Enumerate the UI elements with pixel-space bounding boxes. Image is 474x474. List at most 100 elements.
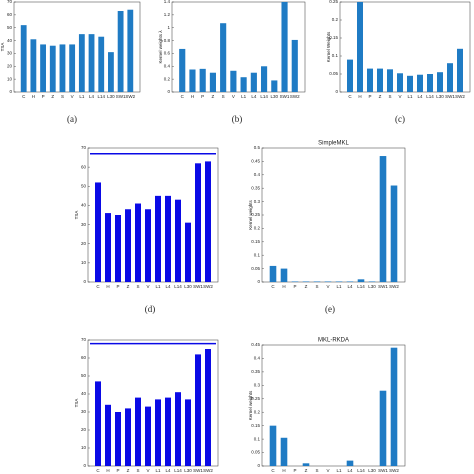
- bar: [291, 281, 299, 282]
- bar: [175, 199, 181, 282]
- x-tick-label: P: [116, 468, 119, 473]
- y-tick-label: 50: [81, 183, 87, 188]
- x-tick-label: L1: [241, 94, 247, 99]
- bar: [95, 381, 101, 466]
- x-tick-label: SW1: [116, 94, 126, 99]
- y-tick-label: 0.25: [251, 212, 260, 217]
- bar: [88, 34, 95, 92]
- x-tick-label: L14: [174, 284, 182, 289]
- bar: [30, 39, 37, 92]
- bar: [271, 80, 278, 92]
- plot-area: [87, 147, 219, 283]
- x-tick-label: Z: [305, 284, 308, 289]
- plot-area: [171, 1, 306, 93]
- bar: [281, 2, 288, 92]
- x-tick-label: V: [232, 94, 235, 99]
- y-tick-label: 0: [83, 279, 86, 284]
- y-tick-label: 0.2: [164, 76, 171, 81]
- y-tick-label: 60: [81, 355, 87, 360]
- x-tick-label: SW1: [378, 284, 388, 289]
- bar: [390, 347, 398, 466]
- x-tick-label: L30: [271, 94, 279, 99]
- bar: [269, 265, 277, 282]
- y-tick-label: 1.4: [164, 0, 171, 4]
- x-tick-label: P: [293, 284, 296, 289]
- x-tick-label: P: [368, 94, 371, 99]
- bar: [117, 11, 124, 92]
- x-tick-label: Z: [127, 284, 130, 289]
- y-tick-label: 1.2: [164, 12, 171, 17]
- y-axis-label: Kernel weights λ: [158, 30, 163, 64]
- x-tick-label: L30: [184, 284, 192, 289]
- bar: [145, 406, 151, 466]
- caption: (d): [145, 304, 156, 314]
- bar: [447, 63, 453, 92]
- y-tick-label: 0.4: [254, 172, 261, 177]
- x-tick-label: L4: [89, 94, 95, 99]
- x-tick-label: SW2: [203, 468, 213, 473]
- x-tick-label: L1: [336, 468, 342, 473]
- bar: [135, 397, 141, 466]
- bar: [209, 72, 216, 92]
- y-tick-label: 0.25: [251, 396, 260, 401]
- bar: [302, 281, 310, 282]
- x-tick-label: P: [293, 468, 296, 473]
- bar: [240, 77, 247, 92]
- y-tick-label: 0: [83, 463, 86, 468]
- x-tick-label: L30: [107, 94, 115, 99]
- bar: [250, 72, 257, 92]
- x-tick-label: V: [71, 94, 74, 99]
- chart-title: SimpleMKL: [318, 141, 349, 147]
- y-tick-label: 10: [81, 260, 87, 265]
- x-tick-label: P: [201, 94, 204, 99]
- bar: [377, 68, 383, 92]
- y-tick-label: 30: [81, 222, 87, 227]
- y-tick-label: 10: [7, 76, 13, 81]
- x-tick-label: P: [42, 94, 45, 99]
- x-tick-label: C: [271, 468, 275, 473]
- bar: [220, 23, 227, 92]
- x-tick-label: SW2: [389, 468, 399, 473]
- x-tick-label: H: [106, 284, 109, 289]
- x-tick-label: SW1: [193, 284, 203, 289]
- y-tick-label: 0.45: [251, 159, 260, 164]
- bar: [59, 44, 66, 92]
- x-tick-label: L30: [368, 284, 376, 289]
- bar: [367, 68, 373, 92]
- y-tick-label: 20: [7, 63, 13, 68]
- x-tick-label: C: [271, 284, 275, 289]
- plot-area: [87, 339, 219, 467]
- y-tick-label: 0.15: [251, 423, 260, 428]
- x-tick-label: V: [146, 284, 149, 289]
- y-tick-label: 30: [7, 51, 13, 56]
- y-tick-label: 0.45: [251, 342, 260, 347]
- bar: [324, 281, 332, 282]
- x-tick-label: L4: [347, 284, 353, 289]
- y-tick-label: 1: [167, 25, 170, 30]
- bar: [195, 163, 201, 282]
- bar: [20, 25, 27, 93]
- x-tick-label: H: [358, 94, 361, 99]
- y-tick-label: 0: [9, 89, 12, 94]
- bar: [135, 203, 141, 282]
- bar: [175, 392, 181, 466]
- bar: [280, 268, 288, 282]
- x-tick-label: SW2: [203, 284, 213, 289]
- y-tick-label: 0.05: [251, 450, 260, 455]
- x-tick-label: L1: [407, 94, 413, 99]
- x-tick-label: SW2: [125, 94, 135, 99]
- y-tick-label: 0: [257, 463, 260, 468]
- bar: [165, 397, 171, 466]
- bar: [155, 399, 161, 466]
- bar: [407, 75, 413, 92]
- bar: [417, 74, 423, 92]
- x-tick-label: L14: [97, 94, 105, 99]
- y-axis-label: Kernel weights: [248, 390, 253, 420]
- y-tick-label: 0.35: [251, 185, 260, 190]
- x-tick-label: L30: [368, 468, 376, 473]
- y-tick-label: 50: [7, 25, 13, 30]
- x-tick-label: H: [282, 284, 285, 289]
- bar: [185, 222, 191, 282]
- x-tick-label: C: [181, 94, 185, 99]
- bar: [115, 412, 121, 466]
